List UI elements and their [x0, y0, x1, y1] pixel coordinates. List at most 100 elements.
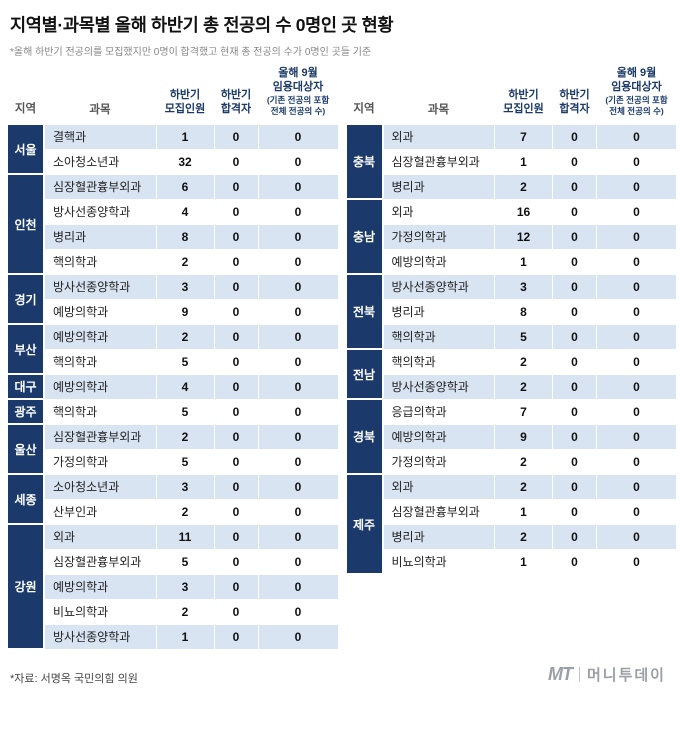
- sept-count-cell: 0: [257, 523, 339, 550]
- table-row: 방사선종양학과 4 0 0: [7, 198, 339, 225]
- subject-cell: 가정의학과: [382, 223, 495, 250]
- sept-count-cell: 0: [596, 298, 677, 325]
- table-row: 병리과 2 0 0: [346, 173, 677, 200]
- recruit-count-cell: 2: [155, 598, 215, 625]
- sept-count-cell: 0: [257, 573, 339, 600]
- subject-cell: 예방의학과: [43, 573, 157, 600]
- sept-count-cell: 0: [596, 323, 677, 350]
- recruit-count-cell: 2: [494, 173, 553, 200]
- subject-cell: 핵의학과: [382, 348, 495, 375]
- pass-count-cell: 0: [552, 398, 597, 425]
- pass-count-cell: 0: [552, 323, 597, 350]
- sept-count-cell: 0: [257, 498, 339, 525]
- subject-cell: 병리과: [43, 223, 157, 250]
- sept-count-cell: 0: [257, 373, 339, 400]
- table-row: 부산 예방의학과 2 0 0: [6, 323, 339, 376]
- sept-count-cell: 0: [596, 248, 677, 275]
- column-header-region: 지역: [353, 103, 375, 116]
- region-cell: 경북: [344, 398, 384, 476]
- sept-count-cell: 0: [596, 348, 677, 375]
- subject-cell: 외과: [43, 523, 157, 550]
- column-header-sept: 올해 9월 임용대상자 (기존 전공의 포함 전체 전공의 수): [605, 67, 668, 116]
- recruit-count-cell: 5: [155, 448, 215, 475]
- table-row: 강원 외과 11 0 0: [6, 523, 339, 651]
- pass-count-cell: 0: [213, 398, 259, 425]
- sept-count-cell: 0: [596, 123, 677, 150]
- region-cell: 부산: [6, 323, 45, 376]
- recruit-count-cell: 2: [494, 373, 553, 400]
- recruit-count-cell: 12: [494, 223, 553, 250]
- pass-count-cell: 0: [552, 248, 597, 275]
- sept-count-cell: 0: [596, 173, 677, 200]
- pass-count-cell: 0: [213, 598, 259, 625]
- recruit-count-cell: 1: [155, 123, 215, 150]
- pass-count-cell: 0: [213, 548, 259, 575]
- pass-count-cell: 0: [213, 173, 259, 200]
- subject-cell: 심장혈관흉부외과: [43, 423, 157, 450]
- subject-cell: 응급의학과: [382, 398, 495, 425]
- sept-count-cell: 0: [257, 598, 339, 625]
- recruit-count-cell: 3: [155, 573, 215, 600]
- table-row: 심장혈관흉부외과 5 0 0: [7, 548, 339, 575]
- table-row: 핵의학과 2 0 0: [7, 248, 339, 275]
- sept-count-cell: 0: [257, 248, 339, 275]
- column-header-sept: 올해 9월 임용대상자 (기존 전공의 포함 전체 전공의 수): [266, 67, 330, 116]
- pass-count-cell: 0: [213, 423, 259, 450]
- column-header-region: 지역: [14, 103, 37, 116]
- recruit-count-cell: 6: [155, 173, 215, 200]
- moneytoday-logo: MT 머니투데이: [548, 664, 666, 686]
- sept-count-cell: 0: [257, 448, 339, 475]
- table-row: 심장혈관흉부외과 1 0 0: [346, 498, 677, 525]
- sept-count-cell: 0: [257, 198, 339, 225]
- recruit-count-cell: 2: [494, 473, 553, 500]
- region-cell: 울산: [6, 423, 45, 476]
- recruit-count-cell: 1: [494, 498, 553, 525]
- subject-cell: 핵의학과: [382, 323, 495, 350]
- pass-count-cell: 0: [552, 423, 597, 450]
- sept-count-cell: 0: [257, 298, 339, 325]
- subject-cell: 병리과: [382, 523, 495, 550]
- subject-cell: 병리과: [382, 298, 495, 325]
- pass-count-cell: 0: [552, 148, 597, 175]
- sept-count-cell: 0: [596, 548, 677, 575]
- recruit-count-cell: 8: [155, 223, 215, 250]
- pass-count-cell: 0: [213, 323, 259, 350]
- table-row: 핵의학과 5 0 0: [7, 348, 339, 375]
- subject-cell: 방사선종양학과: [382, 273, 495, 300]
- subject-cell: 비뇨의학과: [382, 548, 495, 575]
- table-row: 핵의학과 5 0 0: [346, 323, 677, 350]
- region-cell: 광주: [6, 398, 45, 426]
- column-header-subject: 과목: [427, 103, 450, 116]
- subject-cell: 결핵과: [43, 123, 157, 150]
- column-header-pass: 하반기 합격자: [220, 89, 252, 116]
- table-row: 충북 외과 7 0 0: [344, 123, 677, 201]
- tables-container: 지역 과목 하반기 모집인원 하반기 합격자 올해 9월 임용대상자 (기존 전공의 포함 전체 …: [6, 62, 677, 651]
- recruit-count-cell: 5: [155, 348, 215, 375]
- table-row: 제주 외과 2 0 0: [344, 473, 677, 576]
- sept-count-cell: 0: [257, 623, 339, 650]
- subject-cell: 외과: [382, 473, 495, 500]
- sept-count-cell: 0: [257, 348, 339, 375]
- source-note: *자료: 서명옥 국민의힘 의원: [10, 673, 138, 686]
- table-row: 산부인과 2 0 0: [7, 498, 339, 525]
- sept-count-cell: 0: [596, 148, 677, 175]
- pass-count-cell: 0: [213, 573, 259, 600]
- region-cell: 대구: [6, 373, 45, 401]
- recruit-count-cell: 3: [155, 473, 215, 500]
- sept-count-cell: 0: [257, 548, 339, 575]
- sept-count-cell: 0: [257, 223, 339, 250]
- pass-count-cell: 0: [213, 448, 259, 475]
- subject-cell: 예방의학과: [382, 423, 495, 450]
- table-row: 병리과 8 0 0: [7, 223, 339, 250]
- region-cell: 충남: [344, 198, 384, 276]
- sept-count-cell: 0: [257, 148, 339, 175]
- sept-count-cell: 0: [596, 398, 677, 425]
- subject-cell: 방사선종양학과: [43, 273, 157, 300]
- region-cell: 제주: [344, 473, 384, 576]
- sept-count-cell: 0: [596, 198, 677, 225]
- header-row: 지역 과목 하반기 모집인원 하반기 합격자 올해 9월 임용대상자 (기존 전공의 포함 전체 …: [7, 62, 338, 124]
- subject-cell: 심장혈관흉부외과: [382, 498, 495, 525]
- mt-logo-icon: MT: [547, 664, 573, 685]
- logo-divider: [578, 667, 580, 683]
- pass-count-cell: 0: [552, 223, 597, 250]
